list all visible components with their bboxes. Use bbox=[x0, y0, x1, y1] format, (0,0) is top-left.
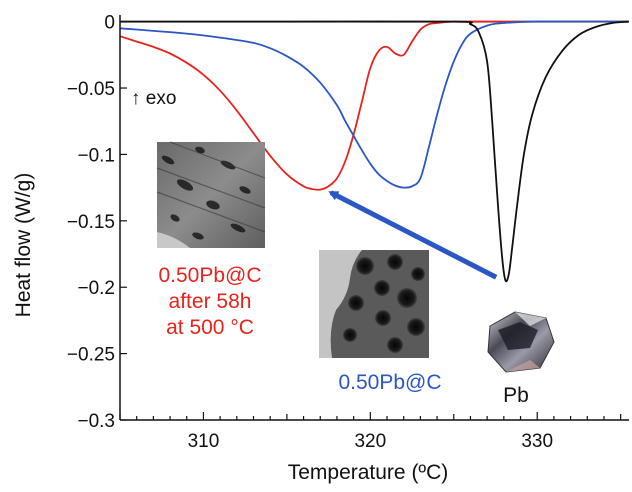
pb-metal-photo bbox=[487, 311, 555, 373]
exo-label: ↑ exo bbox=[131, 88, 176, 109]
y-tick-label: −0.3 bbox=[77, 411, 115, 432]
y-tick-label: −0.05 bbox=[67, 79, 115, 100]
series-annealed-line bbox=[119, 20, 629, 191]
series-pristine-line bbox=[119, 20, 630, 189]
label-pb: Pb bbox=[503, 384, 529, 407]
y-tick-label: −0.25 bbox=[67, 345, 115, 366]
series-pb-line bbox=[119, 20, 630, 283]
y-tick-label: −0.15 bbox=[67, 212, 115, 233]
label-annealed: 0.50Pb@C after 58h at 500 °C bbox=[158, 264, 261, 339]
y-axis-title: Heat flow (W/g) bbox=[12, 173, 35, 318]
y-tick-label: 0 bbox=[104, 13, 115, 34]
x-axis-ticks: 310 320 330 bbox=[119, 412, 622, 452]
shift-arrow bbox=[328, 190, 498, 280]
x-tick-label: 320 bbox=[354, 431, 386, 452]
series-layer bbox=[119, 20, 630, 283]
y-tick-label: −0.1 bbox=[77, 145, 115, 166]
tem-image-pristine bbox=[319, 250, 429, 358]
y-tick-label: −0.2 bbox=[77, 278, 115, 299]
x-tick-label: 310 bbox=[188, 431, 220, 452]
y-axis-ticks: 0 −0.05 −0.1 −0.15 −0.2 −0.25 −0.3 bbox=[67, 13, 127, 432]
svg-text:at 500 °C: at 500 °C bbox=[166, 316, 254, 339]
label-pristine: 0.50Pb@C bbox=[338, 371, 441, 394]
svg-text:after 58h: after 58h bbox=[169, 290, 252, 313]
tem-image-annealed bbox=[156, 141, 266, 248]
svg-text:0.50Pb@C: 0.50Pb@C bbox=[158, 264, 261, 287]
x-axis-title: Temperature (ºC) bbox=[288, 461, 449, 484]
x-tick-label: 330 bbox=[521, 431, 553, 452]
